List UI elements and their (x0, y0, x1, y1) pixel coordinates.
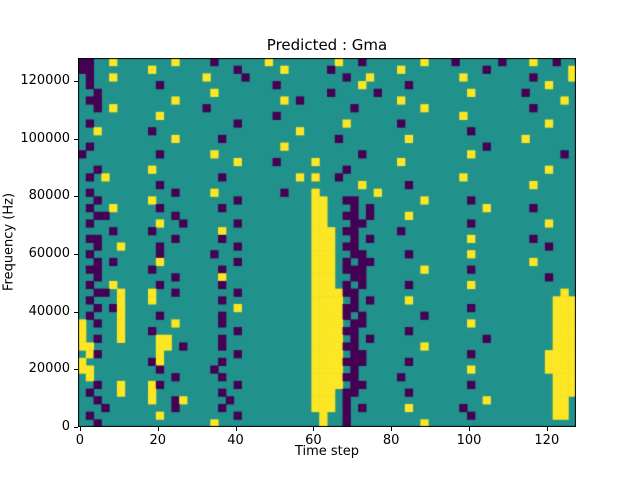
x-tick-mark (469, 427, 470, 431)
y-tick-label: 100000 (20, 130, 70, 146)
x-tick-mark (546, 427, 548, 431)
y-tick-mark (74, 311, 78, 313)
y-tick-mark (74, 427, 78, 428)
x-tick-label: 60 (305, 433, 322, 448)
x-tick-label: 0 (75, 433, 85, 448)
x-tick-mark (391, 427, 393, 431)
x-tick-mark (157, 427, 159, 431)
chart-title: Predicted : Gma (266, 36, 388, 54)
heatmap-plot-area (78, 58, 576, 427)
x-tick-label: 120 (534, 433, 560, 448)
x-tick-label: 20 (149, 433, 167, 448)
y-axis-label: Frequency (Hz) (1, 192, 17, 292)
y-tick-mark (74, 196, 78, 198)
y-tick-label: 0 (61, 419, 70, 434)
x-tick-label: 100 (456, 433, 482, 448)
y-tick-label: 60000 (28, 246, 70, 262)
x-tick-mark (313, 427, 315, 431)
x-tick-mark (235, 427, 237, 431)
y-tick-mark (74, 369, 78, 371)
y-tick-label: 80000 (28, 188, 70, 204)
y-tick-label: 40000 (28, 303, 70, 319)
x-tick-label: 80 (382, 433, 400, 448)
y-tick-mark (74, 254, 78, 256)
x-tick-label: 40 (227, 433, 244, 448)
x-tick-mark (79, 427, 81, 431)
y-tick-label: 120000 (20, 73, 70, 89)
x-axis-label: Time step (294, 444, 360, 459)
y-tick-label: 20000 (28, 361, 70, 377)
y-tick-mark (74, 81, 78, 83)
y-tick-mark (74, 138, 78, 140)
